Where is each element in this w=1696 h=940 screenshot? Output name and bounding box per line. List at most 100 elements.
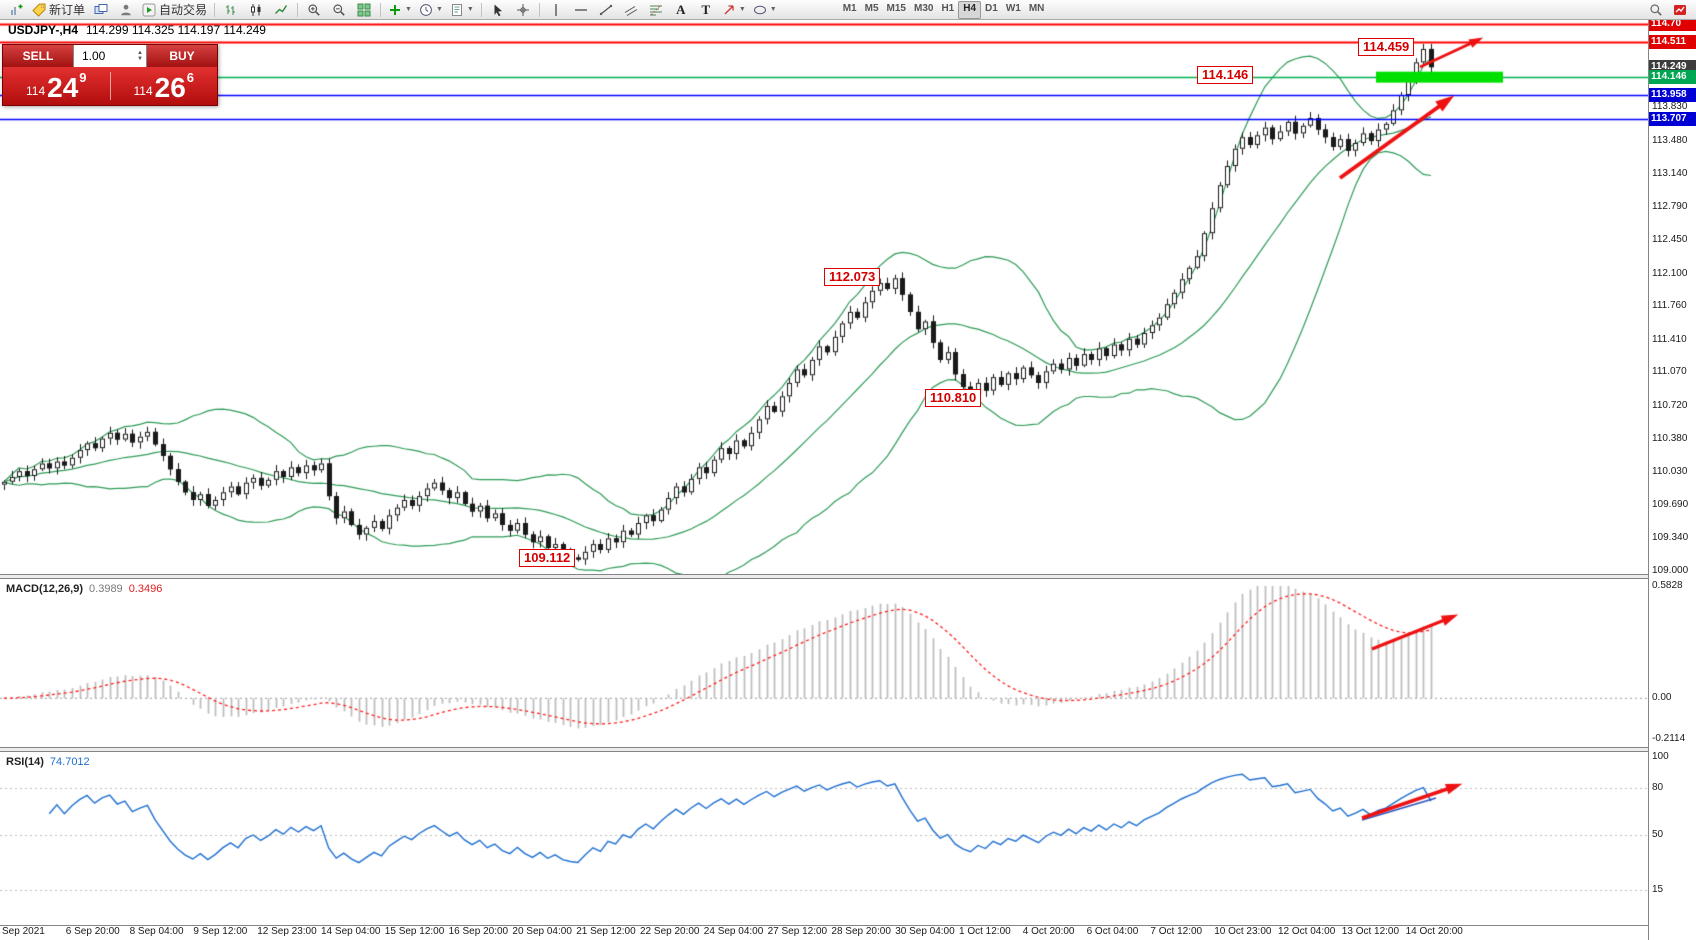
- time-axis-label: 6 Oct 04:00: [1086, 926, 1139, 937]
- vertical-line-tool-icon[interactable]: [544, 1, 568, 19]
- chevron-down-icon: ▼: [738, 6, 746, 13]
- timeframe-button-h4[interactable]: H4: [958, 0, 982, 19]
- timeframe-button-m30[interactable]: M30: [913, 2, 934, 14]
- timeframe-button-m15[interactable]: M15: [886, 2, 906, 14]
- new-chart-button[interactable]: [4, 1, 28, 19]
- market-watch-icon[interactable]: [1668, 1, 1692, 19]
- time-axis-label: 21 Sep 12:00: [576, 926, 636, 937]
- zoom-in-icon[interactable]: [302, 1, 326, 19]
- main-price-chart-canvas[interactable]: [0, 20, 1648, 574]
- line-chart-type-icon[interactable]: [269, 1, 293, 19]
- price-scale[interactable]: 113.830 113.480 113.140 112.790 112.450 112.1…: [1648, 17, 1696, 940]
- price-axis-tick: 113.140: [1652, 167, 1688, 179]
- timeframe-button-w1[interactable]: W1: [1005, 2, 1021, 14]
- time-axis-label: 20 Sep 04:00: [512, 926, 572, 937]
- time-axis[interactable]: Sep 2021 6 Sep 20:00 8 Sep 04:00 9 Sep 12:0…: [0, 926, 1648, 940]
- macd-name: MACD(12,26,9): [6, 583, 84, 595]
- rsi-indicator-label: RSI(14) 74.7012: [6, 756, 90, 768]
- spinner-down-icon[interactable]: ▼: [137, 56, 143, 62]
- trendline-tool-icon[interactable]: [594, 1, 618, 19]
- timeframe-button-h1[interactable]: H1: [941, 2, 955, 14]
- buy-price-prefix: 114: [133, 84, 153, 98]
- templates-menu-button[interactable]: ▼: [447, 1, 477, 19]
- price-tag: 113.707: [1649, 112, 1696, 127]
- crosshair-tool-icon[interactable]: [511, 1, 535, 19]
- text-label-tool-button[interactable]: T: [701, 1, 711, 17]
- price-divider: [109, 72, 111, 100]
- channel-tool-icon[interactable]: [619, 1, 643, 19]
- volume-value: 1.00: [82, 49, 106, 63]
- tile-windows-icon[interactable]: [352, 1, 376, 19]
- macd-signal-value: 0.3496: [128, 583, 163, 595]
- timeframe-button-d1[interactable]: D1: [985, 2, 998, 14]
- horizontal-line-tool-icon[interactable]: [569, 1, 593, 19]
- price-axis-tick: 110.720: [1652, 399, 1688, 411]
- chart-profiles-icon[interactable]: [89, 1, 113, 19]
- cursor-tool-icon[interactable]: [486, 1, 510, 19]
- buy-price-display[interactable]: 114 26 6: [111, 67, 218, 105]
- time-axis-label: 8 Sep 04:00: [129, 926, 184, 937]
- toolbar-separator: [538, 2, 540, 17]
- text-tool-button[interactable]: A: [676, 1, 686, 17]
- symbol-timeframe-label: USDJPY-,H4: [8, 23, 79, 37]
- price-callout-label[interactable]: 114.146: [1197, 66, 1254, 84]
- sell-price-pip: 9: [79, 70, 87, 85]
- chevron-down-icon: ▼: [405, 6, 412, 13]
- shapes-tool-button[interactable]: ▼: [750, 1, 780, 19]
- timeframe-button-mn[interactable]: MN: [1028, 2, 1045, 14]
- time-axis-label: 12 Sep 23:00: [257, 926, 317, 937]
- price-axis-tick: 112.450: [1652, 233, 1688, 245]
- price-axis-tick: 109.340: [1652, 532, 1689, 544]
- fibonacci-tool-icon[interactable]: [644, 1, 668, 19]
- price-callout-label[interactable]: 109.112: [519, 549, 576, 567]
- price-axis-tick: 111.070: [1652, 366, 1687, 378]
- timeframe-button-m5[interactable]: M5: [864, 2, 879, 14]
- arrow-tool-icon: [724, 4, 734, 14]
- price-axis-tick: 113.830: [1652, 101, 1688, 113]
- contacts-icon[interactable]: [114, 1, 138, 19]
- sell-price-display[interactable]: 114 24 9: [3, 67, 110, 105]
- price-axis-tick: 110.030: [1652, 466, 1688, 478]
- price-tag: 114.70: [1649, 17, 1696, 31]
- time-axis-label: 13 Oct 12:00: [1341, 926, 1400, 937]
- time-axis-label: 30 Sep 04:00: [895, 926, 955, 937]
- macd-axis-tick: 0.00: [1652, 692, 1672, 704]
- price-callout-label[interactable]: 114.459: [1358, 38, 1415, 56]
- time-axis-label: 22 Sep 20:00: [640, 926, 700, 937]
- spinner-up-icon[interactable]: ▲: [137, 50, 143, 56]
- timeframe-button-m1[interactable]: M1: [842, 2, 857, 14]
- buy-price-pip: 6: [186, 70, 195, 85]
- volume-input[interactable]: 1.00 ▲ ▼: [73, 45, 147, 67]
- sell-button[interactable]: SELL: [3, 45, 73, 67]
- panel-separator[interactable]: [0, 574, 1696, 579]
- clock-icon: [420, 3, 432, 16]
- candlestick-chart-type-icon[interactable]: [244, 1, 268, 19]
- buy-button[interactable]: BUY: [147, 45, 217, 67]
- toolbar-separator: [214, 2, 216, 17]
- search-icon[interactable]: [1644, 1, 1668, 19]
- time-axis-label: 24 Sep 04:00: [703, 926, 764, 937]
- indicators-menu-button[interactable]: ▼: [385, 1, 415, 19]
- rsi-axis-tick: 100: [1652, 751, 1669, 762]
- price-callout-label[interactable]: 110.810: [925, 389, 982, 407]
- rsi-axis-tick: 80: [1652, 782, 1664, 794]
- buy-price-big: 26: [154, 72, 186, 103]
- price-callout-label[interactable]: 112.073: [824, 268, 881, 286]
- macd-indicator-canvas[interactable]: [0, 579, 1648, 747]
- new-order-button[interactable]: 新订单: [29, 1, 88, 19]
- periods-menu-button[interactable]: ▼: [416, 1, 446, 19]
- macd-main-value: 0.3989: [89, 583, 123, 595]
- ohlc-values: 114.299 114.325 114.197 114.249: [86, 23, 266, 37]
- zoom-out-icon[interactable]: [327, 1, 351, 19]
- time-axis-label: 12 Oct 04:00: [1278, 926, 1336, 937]
- volume-spinner[interactable]: ▲ ▼: [137, 50, 143, 62]
- autotrading-button[interactable]: 自动交易: [139, 1, 210, 19]
- panel-separator[interactable]: [0, 747, 1696, 752]
- arrows-tool-button: ▼: [719, 1, 749, 19]
- time-axis-label: 10 Oct 23:00: [1214, 926, 1272, 937]
- bar-chart-type-icon[interactable]: [219, 1, 243, 19]
- rsi-indicator-canvas[interactable]: [0, 752, 1648, 925]
- chevron-down-icon: ▼: [435, 6, 443, 13]
